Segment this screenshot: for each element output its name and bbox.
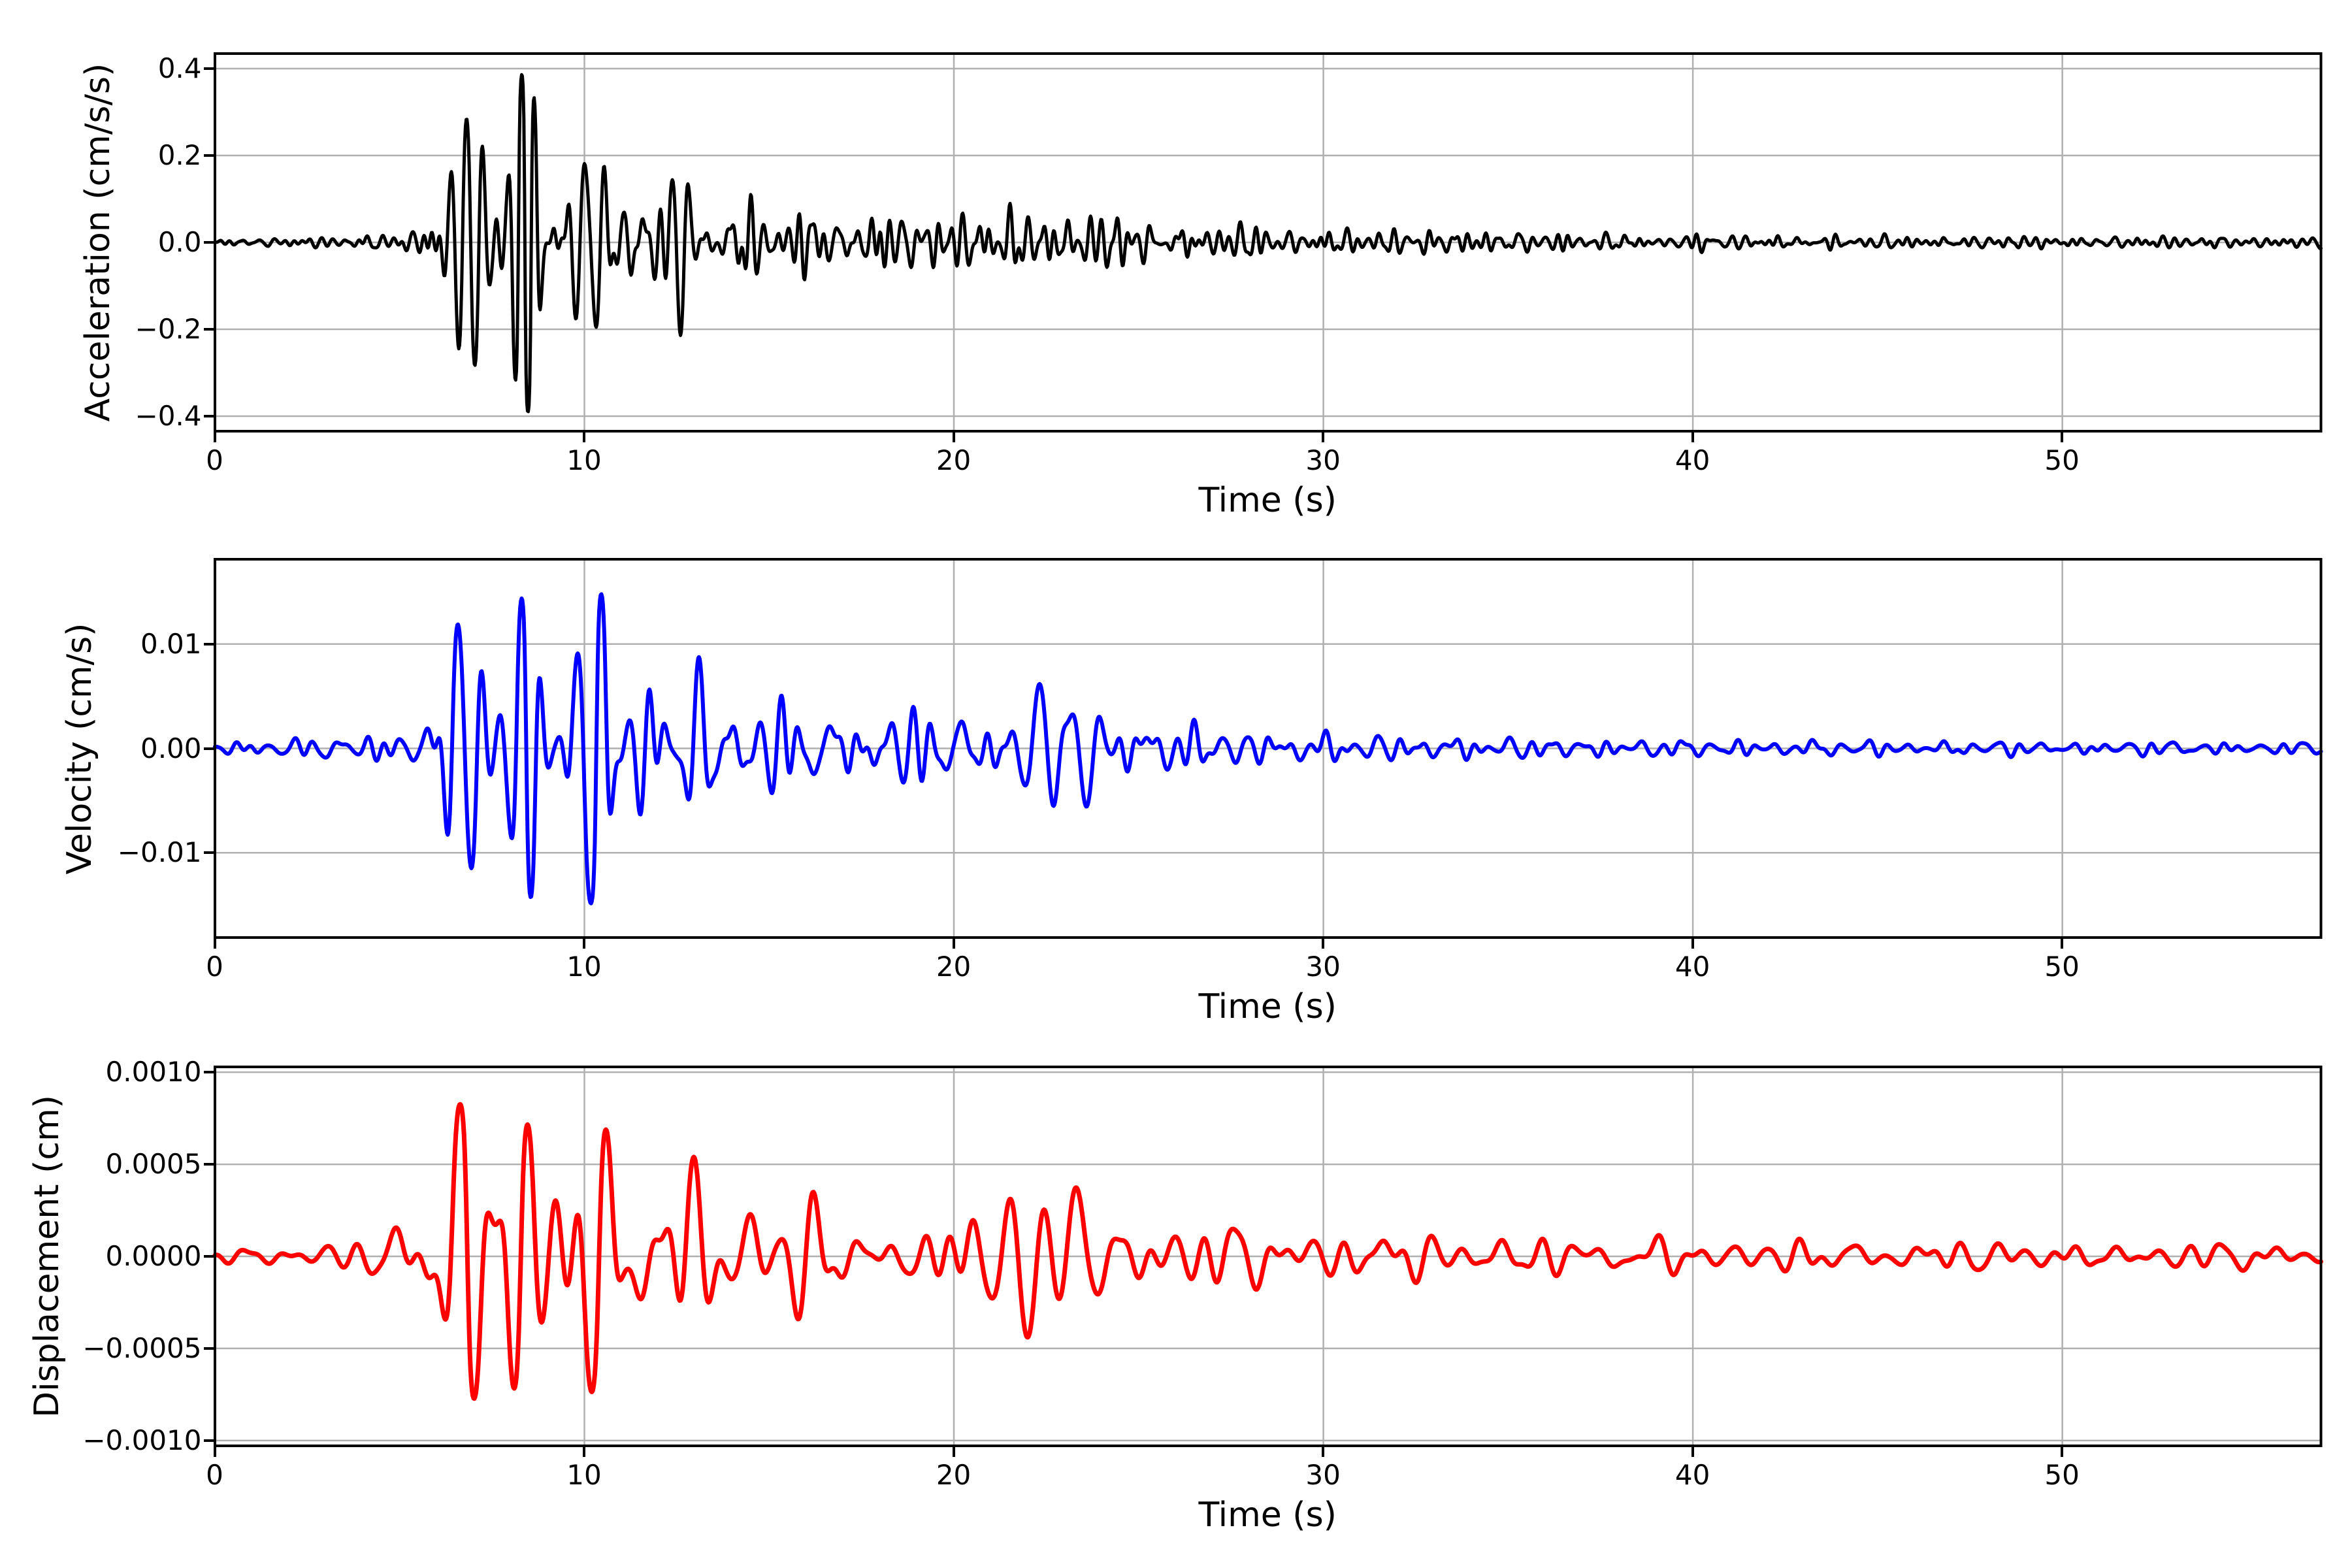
velocity-y-tickmark <box>203 642 215 645</box>
acceleration-x-tickmark <box>213 431 216 442</box>
displacement-x-tick-label: 10 <box>566 1459 602 1491</box>
velocity-axes-frame <box>213 558 2322 939</box>
velocity-y-tick-label: 0.00 <box>140 732 202 764</box>
displacement-y-tick-label: 0.0000 <box>105 1240 202 1272</box>
acceleration-x-tickmark <box>583 431 586 442</box>
acceleration-chart-canvas <box>213 52 2323 433</box>
displacement-y-tickmark <box>203 1255 215 1258</box>
acceleration-x-tick-label: 40 <box>1674 444 1710 476</box>
displacement-axes-frame <box>213 1066 2322 1447</box>
acceleration-y-tickmark <box>203 414 215 417</box>
displacement-y-tick-label: −0.0005 <box>82 1331 202 1364</box>
velocity-x-tickmark <box>952 938 955 949</box>
acceleration-x-tick-label: 10 <box>566 444 602 476</box>
velocity-x-tick-label: 40 <box>1674 951 1710 983</box>
velocity-y-tickmark <box>203 747 215 750</box>
acceleration-x-tick-label: 0 <box>206 444 223 476</box>
displacement-x-tick-label: 20 <box>936 1459 972 1491</box>
displacement-y-tick-label: 0.0010 <box>105 1056 202 1088</box>
acceleration-x-tick-label: 20 <box>936 444 972 476</box>
displacement-y-tick-label: −0.0010 <box>82 1424 202 1456</box>
displacement-y-tickmark <box>203 1071 215 1074</box>
acceleration-y-tick-label: 0.2 <box>157 139 202 171</box>
velocity-trace <box>212 592 2323 906</box>
acceleration-x-tickmark <box>1322 431 1325 442</box>
displacement-x-tickmark <box>952 1446 955 1457</box>
acceleration-x-tick-label: 30 <box>1305 444 1341 476</box>
displacement-x-tickmark <box>1322 1446 1325 1457</box>
acceleration-y-tick-label: −0.2 <box>135 312 202 345</box>
velocity-x-tick-label: 20 <box>936 951 972 983</box>
velocity-y-tick-label: 0.01 <box>140 627 202 660</box>
acceleration-y-tickmark <box>203 327 215 331</box>
displacement-x-tick-label: 50 <box>2044 1459 2080 1491</box>
acceleration-x-tick-label: 50 <box>2044 444 2080 476</box>
acceleration-x-tickmark <box>1691 431 1694 442</box>
acceleration-x-axis-label: Time (s) <box>1198 481 1337 520</box>
displacement-trace <box>212 1102 2323 1401</box>
acceleration-y-tick-label: −0.4 <box>135 399 202 432</box>
displacement-x-tick-label: 40 <box>1674 1459 1710 1491</box>
acceleration-x-tickmark <box>2061 431 2064 442</box>
velocity-y-tick-label: −0.01 <box>117 836 202 869</box>
displacement-x-tick-label: 0 <box>206 1459 223 1491</box>
displacement-x-tickmark <box>1691 1446 1694 1457</box>
acceleration-x-tickmark <box>952 431 955 442</box>
displacement-x-tickmark <box>2061 1446 2064 1457</box>
displacement-y-tickmark <box>203 1163 215 1166</box>
displacement-chart-canvas <box>212 1066 2323 1447</box>
displacement-y-tick-label: 0.0005 <box>105 1148 202 1181</box>
velocity-x-tickmark <box>1322 938 1325 949</box>
displacement-y-tickmark <box>203 1439 215 1442</box>
velocity-x-tick-label: 10 <box>566 951 602 983</box>
velocity-x-tickmark <box>1691 938 1694 949</box>
acceleration-y-tickmark <box>203 154 215 157</box>
velocity-x-tick-label: 30 <box>1305 951 1341 983</box>
acceleration-axes-frame <box>213 52 2322 433</box>
acceleration-y-tick-label: 0.0 <box>157 226 202 258</box>
acceleration-y-tickmark <box>203 241 215 244</box>
velocity-chart-canvas <box>212 558 2323 939</box>
displacement-y-tickmark <box>203 1347 215 1350</box>
acceleration-trace <box>213 73 2323 414</box>
velocity-x-tick-label: 50 <box>2044 951 2080 983</box>
acceleration-y-tickmark <box>203 67 215 70</box>
displacement-x-tickmark <box>583 1446 586 1457</box>
velocity-x-tickmark <box>2061 938 2064 949</box>
displacement-x-axis-label: Time (s) <box>1198 1495 1337 1535</box>
velocity-x-tickmark <box>213 938 216 949</box>
velocity-x-tickmark <box>583 938 586 949</box>
acceleration-y-tick-label: 0.4 <box>157 52 202 84</box>
displacement-x-tickmark <box>213 1446 216 1457</box>
velocity-x-tick-label: 0 <box>206 951 223 983</box>
velocity-x-axis-label: Time (s) <box>1198 987 1337 1026</box>
velocity-y-tickmark <box>203 851 215 855</box>
displacement-x-tick-label: 30 <box>1305 1459 1341 1491</box>
